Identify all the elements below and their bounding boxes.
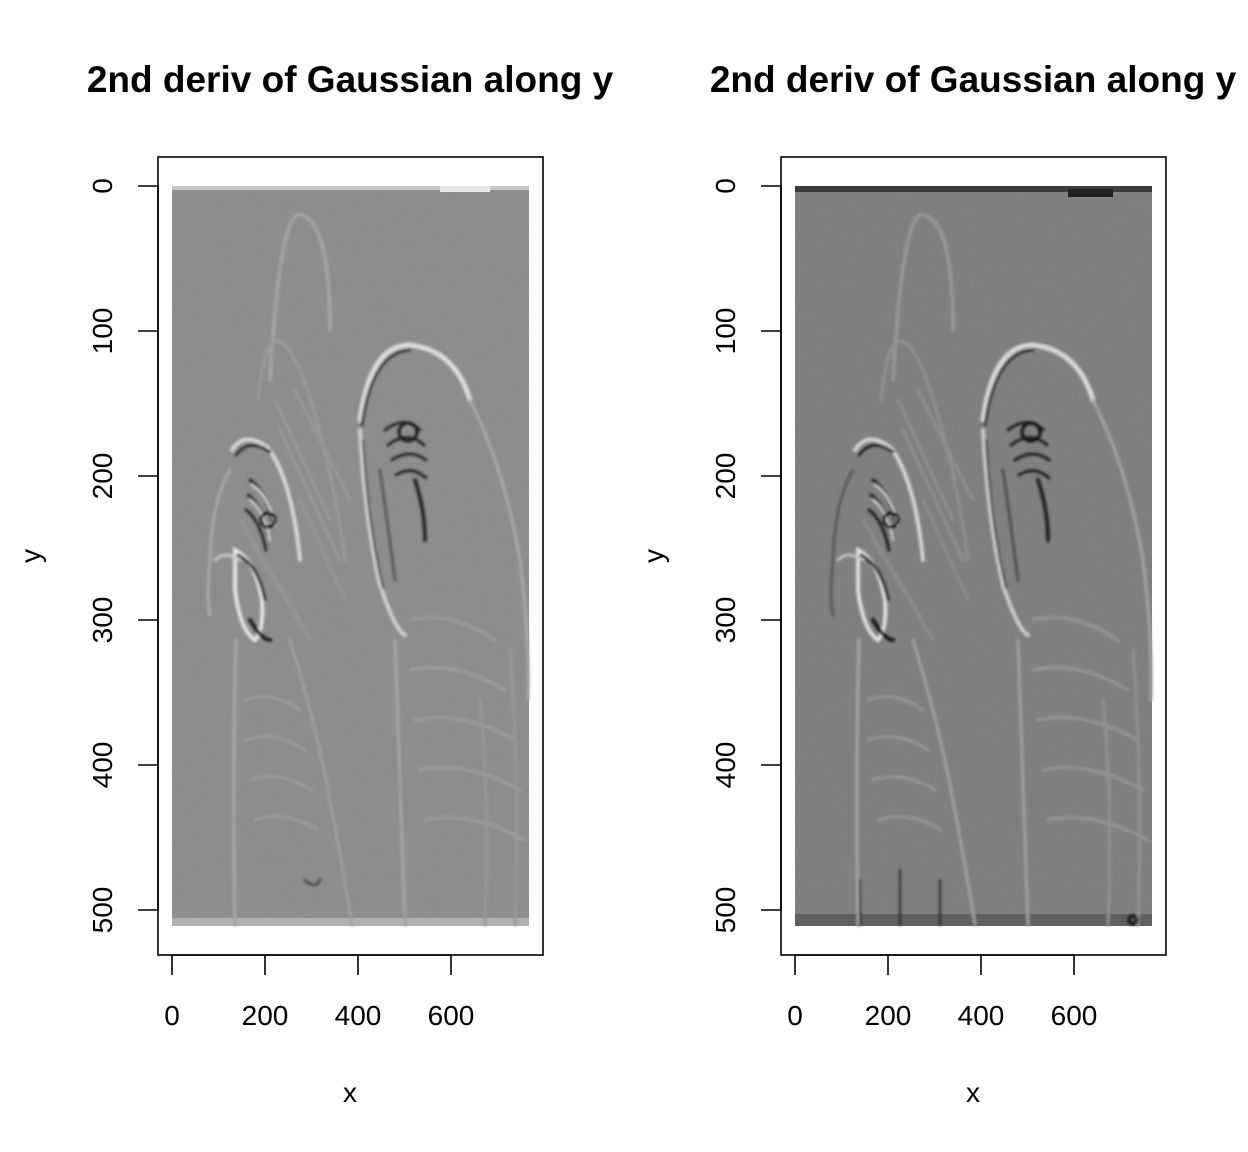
panel-2-y-tick-label: 100 xyxy=(710,308,741,355)
panel-2-y-axis: 0 100 200 300 400 500 y xyxy=(638,178,782,934)
panel-2-x-axis-label: x xyxy=(966,1077,980,1108)
panel-1-x-tick-label: 400 xyxy=(335,1000,382,1031)
panel-1-y-tick-label: 400 xyxy=(87,742,118,789)
panel-2-y-tick-label: 0 xyxy=(710,178,741,194)
panel-2-x-axis: 0 200 400 600 x xyxy=(787,954,1098,1108)
panel-2-title: 2nd deriv of Gaussian along y xyxy=(710,59,1237,100)
panel-1-y-tick-label: 500 xyxy=(87,887,118,934)
panel-1-y-axis-label: y xyxy=(15,549,46,563)
panel-2-x-tick-label: 200 xyxy=(865,1000,912,1031)
panel-2-y-tick-label: 500 xyxy=(710,887,741,934)
panel-1-y-tick-label: 100 xyxy=(87,308,118,355)
panel-1-y-tick-label: 300 xyxy=(87,597,118,644)
panel-2-parrot-edges xyxy=(829,212,1153,927)
panel-1-x-axis-label: x xyxy=(343,1077,357,1108)
panel-2-y-axis-label: y xyxy=(638,549,669,563)
panel-2-y-tick-label: 300 xyxy=(710,597,741,644)
panel-2-x-tick-label: 400 xyxy=(958,1000,1005,1031)
panel-1-y-tick-label: 0 xyxy=(87,178,118,194)
panel-1-parrot-edges xyxy=(206,212,530,927)
panel-1-x-tick-label: 600 xyxy=(428,1000,475,1031)
panel-1-y-axis: 0 100 200 300 400 500 y xyxy=(15,178,159,934)
panel-2-y-tick-label: 200 xyxy=(710,453,741,500)
panel-1-y-tick-label: 200 xyxy=(87,453,118,500)
panel-1-title: 2nd deriv of Gaussian along y xyxy=(87,59,614,100)
panel-2-x-tick-label: 0 xyxy=(787,1000,803,1031)
panel-1-x-axis: 0 200 400 600 x xyxy=(164,954,475,1108)
panel-2-image xyxy=(795,186,1153,927)
panel-2-x-tick-label: 600 xyxy=(1051,1000,1098,1031)
panel-1: 2nd deriv of Gaussian along y xyxy=(15,59,614,1108)
panel-1-x-tick-label: 0 xyxy=(164,1000,180,1031)
panel-2: 2nd deriv of Gaussian along y xyxy=(638,59,1237,1108)
panel-2-y-tick-label: 400 xyxy=(710,742,741,789)
panel-1-image xyxy=(172,186,530,927)
panel-1-x-tick-label: 200 xyxy=(242,1000,289,1031)
